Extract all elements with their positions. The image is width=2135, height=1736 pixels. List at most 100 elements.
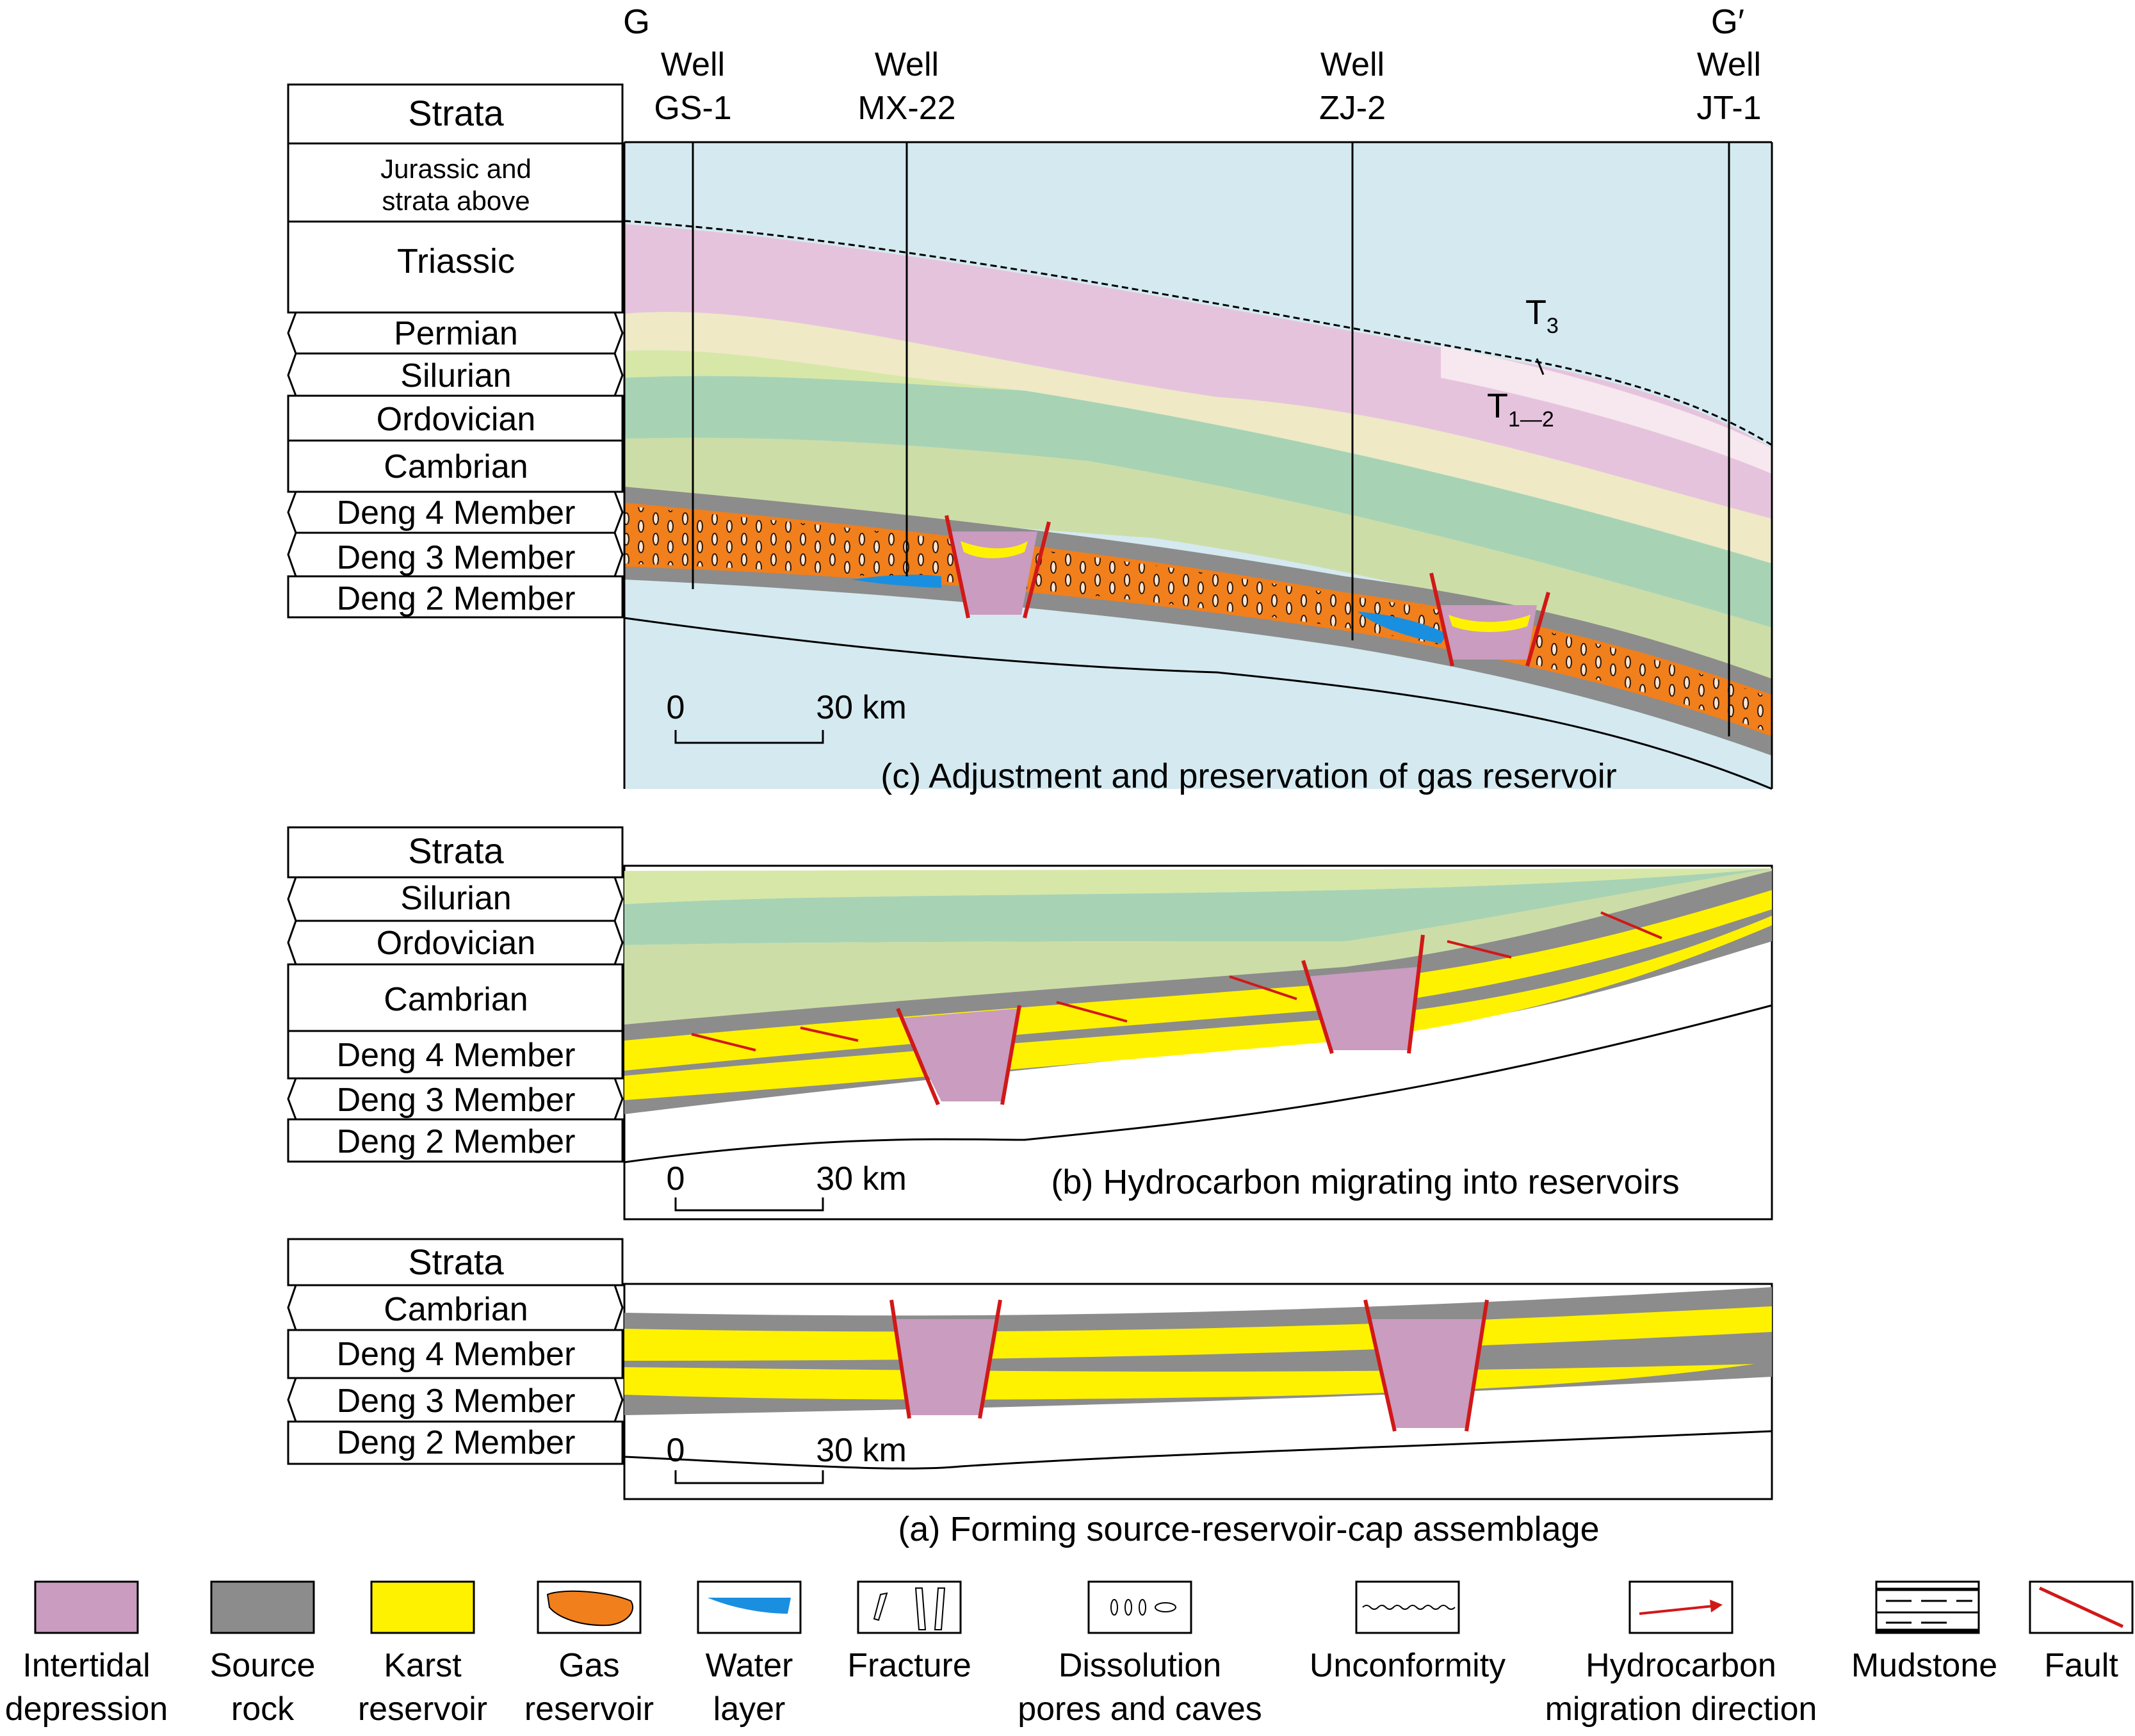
scale-zero-a: 0 [667,1432,685,1469]
legend-label-depression-1: Intertidal [22,1647,150,1684]
fault-swatch [2029,1580,2134,1634]
strata-deng3-c: Deng 3 Member [337,539,576,576]
strata-column-c [287,83,624,619]
legend-label-dissolution-2: pores and caves [1018,1691,1262,1728]
migration-arrow-b3 [1056,1001,1128,1023]
fault-a1a [889,1299,911,1419]
scale-zero-b: 0 [667,1160,685,1197]
ordovician-layer [624,376,1772,628]
karst-band-b2 [624,916,1772,1100]
fault-c2a [1429,572,1454,667]
legend-label-water-1: Water [706,1647,793,1684]
triassic-layer [624,224,1772,519]
scale-bar-c [674,730,824,744]
well-zj2-label1: Well [1320,46,1384,83]
scale-zero-c: 0 [667,689,685,726]
fault-b1a [896,1007,940,1106]
silurian-layer [624,350,1025,391]
water-layer-c2 [1358,612,1447,644]
scale-end-b: 30 km [816,1160,907,1197]
legend-label-source-1: Source [210,1647,316,1684]
t3-layer [1441,346,1772,474]
fault-a2a [1363,1299,1397,1432]
caption-a: (a) Forming source-reservoir-cap assembl… [898,1510,1599,1548]
strata-jurassic-line1: Jurassic and [380,154,532,184]
legend-label-water-2: layer [713,1691,786,1728]
strata-jurassic-line2: strata above [382,186,530,216]
well-jt1-label2: JT-1 [1696,90,1761,127]
migration-arrow-b1 [691,1033,756,1051]
legend: Intertidal depression Source rock Karst … [5,1580,2134,1728]
migration-arrow-b4 [1229,975,1297,1000]
strata-column-a [287,1238,624,1465]
cross-section-a [623,1283,1773,1500]
strata-deng3-a: Deng 3 Member [337,1383,576,1420]
t3-leader [1536,358,1545,375]
unconformity-swatch [1355,1580,1460,1634]
gas-reservoir-pores-c [624,506,1772,733]
strata-deng2-b: Deng 2 Member [337,1123,576,1160]
gas-reservoir-swatch [537,1580,642,1634]
fault-b1b [1000,1005,1021,1105]
intertidal-depression-swatch [34,1580,139,1634]
depression-a1 [893,1319,999,1415]
depression-a2 [1370,1319,1486,1428]
strata-deng4-a: Deng 4 Member [337,1336,576,1373]
silurian-layer-b [624,868,1772,904]
ordovician-layer-b [624,868,1772,945]
strata-cambrian-a: Cambrian [384,1291,528,1328]
migration-arrow-b2 [800,1026,859,1042]
t12-label: T1—2 [1487,387,1554,432]
legend-label-dissolution-1: Dissolution [1059,1647,1221,1684]
cross-section-b [623,864,1773,1221]
well-jt1-label1: Well [1697,46,1761,83]
strata-column-b [287,826,624,1163]
strata-cambrian-b: Cambrian [384,981,528,1018]
dissolution-pores-swatch [1087,1580,1192,1634]
fault-c2b [1525,592,1550,667]
water-layer-c [852,574,941,588]
depression-b2 [1306,967,1418,1050]
legend-label-mudstone: Mudstone [1851,1647,1997,1684]
fault-c1b [1023,521,1051,619]
strata-cambrian-c: Cambrian [384,448,528,485]
strata-deng4-c: Deng 4 Member [337,494,576,531]
depression-c2 [1441,605,1537,660]
well-zj2-label2: ZJ-2 [1319,90,1386,127]
cambrian-layer [624,437,1772,679]
cross-section-c [623,141,1773,790]
section-end-label: G′ [1711,3,1744,41]
water-layer-swatch [697,1580,802,1634]
scale-end-c: 30 km [816,689,907,726]
legend-label-gas-1: Gas [558,1647,619,1684]
legend-label-karst-2: reservoir [358,1691,487,1728]
scale-end-a: 30 km [816,1432,907,1469]
legend-label-fault: Fault [2044,1647,2118,1684]
fault-b2a [1301,960,1334,1054]
caption-c: (c) Adjustment and preservation of gas r… [881,757,1617,795]
fracture-swatch [857,1580,962,1634]
section-start-label: G [623,3,650,41]
migration-arrow-b5 [1447,940,1512,959]
legend-label-gas-2: reservoir [524,1691,654,1728]
panel-c: Strata Jurassic and strata above Triassi… [287,3,1773,795]
caption-b: (b) Hydrocarbon migrating into reservoir… [1051,1163,1679,1201]
strata-permian-c: Permian [394,315,518,352]
well-mx22-label1: Well [875,46,939,83]
fault-a2b [1465,1299,1489,1432]
strata-deng4-b: Deng 4 Member [337,1037,576,1074]
migration-arrow-b6 [1600,911,1662,939]
panel-b: Strata Silurian Ordovician Cambrian Deng… [287,826,1773,1221]
legend-label-depression-2: depression [5,1691,168,1728]
legend-label-source-2: rock [231,1691,295,1728]
strata-header-a: Strata [408,1242,504,1282]
deng2-base-line-b [624,1004,1773,1164]
well-gs1-label1: Well [661,46,725,83]
legend-label-migration-1: Hydrocarbon [1586,1647,1776,1684]
strata-silurian-c: Silurian [400,357,511,394]
strata-ordovician-b: Ordovician [377,925,536,962]
source-rock-swatch [210,1580,315,1634]
deng2-base-line-c [624,617,1773,790]
permian-layer [624,312,1772,564]
legend-label-fracture: Fracture [847,1647,971,1684]
